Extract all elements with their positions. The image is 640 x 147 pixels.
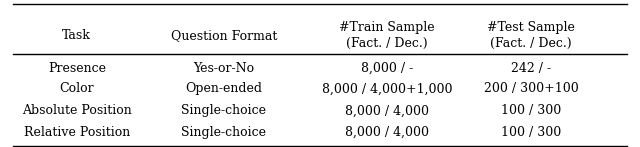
- Text: Open-ended: Open-ended: [186, 82, 262, 95]
- Text: Question Format: Question Format: [171, 29, 277, 42]
- Text: 242 / -: 242 / -: [511, 62, 551, 75]
- Text: 8,000 / -: 8,000 / -: [361, 62, 413, 75]
- Text: Absolute Position: Absolute Position: [22, 105, 132, 117]
- Text: 8,000 / 4,000: 8,000 / 4,000: [345, 126, 429, 139]
- Text: #Test Sample
(Fact. / Dec.): #Test Sample (Fact. / Dec.): [487, 21, 575, 50]
- Text: Single-choice: Single-choice: [182, 105, 266, 117]
- Text: #Train Sample
(Fact. / Dec.): #Train Sample (Fact. / Dec.): [339, 21, 435, 50]
- Text: Single-choice: Single-choice: [182, 126, 266, 139]
- Text: Presence: Presence: [48, 62, 106, 75]
- Text: Yes-or-No: Yes-or-No: [193, 62, 255, 75]
- Text: 200 / 300+100: 200 / 300+100: [484, 82, 579, 95]
- Text: 8,000 / 4,000+1,000: 8,000 / 4,000+1,000: [322, 82, 452, 95]
- Text: 8,000 / 4,000: 8,000 / 4,000: [345, 105, 429, 117]
- Text: Color: Color: [60, 82, 94, 95]
- Text: 100 / 300: 100 / 300: [501, 105, 561, 117]
- Text: Relative Position: Relative Position: [24, 126, 130, 139]
- Text: Task: Task: [62, 29, 92, 42]
- Text: 100 / 300: 100 / 300: [501, 126, 561, 139]
